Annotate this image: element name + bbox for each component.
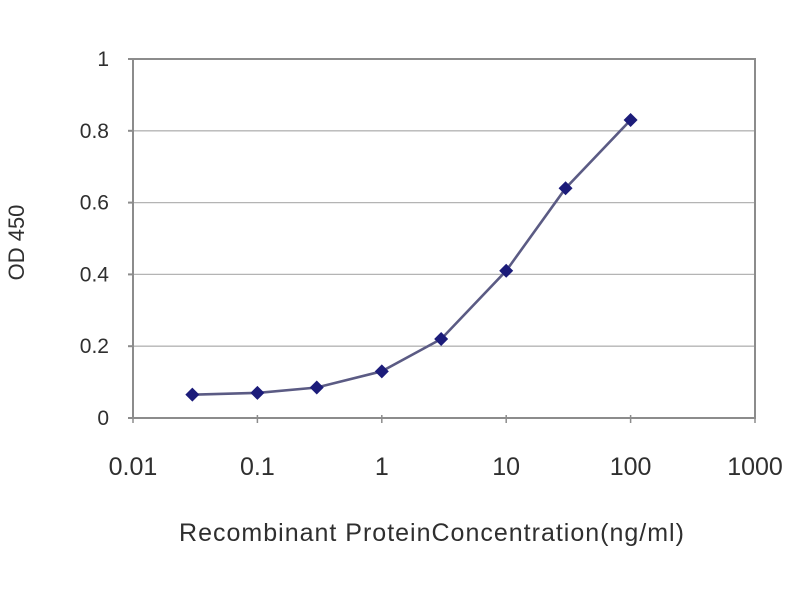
y-tick-label: 1 (97, 48, 109, 71)
y-tick-label: 0.6 (80, 192, 109, 215)
x-tick-label: 0.1 (240, 453, 275, 481)
y-tick-label: 0.8 (80, 120, 109, 143)
x-tick-label: 10 (492, 453, 520, 481)
data-point-markers (185, 113, 638, 402)
y-tick-label: 0.2 (80, 335, 109, 358)
x-axis-tick-labels: 0.01 0.1 1 10 100 1000 (109, 453, 783, 481)
x-tick-label: 1 (375, 453, 389, 481)
y-axis-title: OD 450 (4, 205, 29, 281)
data-point-marker (250, 385, 265, 400)
x-tick-label: 100 (610, 453, 652, 481)
data-point-marker (558, 181, 573, 196)
data-point-marker (623, 113, 638, 128)
x-tick-label: 0.01 (109, 453, 158, 481)
plot-border (132, 58, 756, 419)
data-line (192, 119, 632, 396)
x-axis-title: Recombinant ProteinConcentration(ng/ml) (179, 519, 685, 547)
y-tick-label: 0.4 (80, 263, 110, 286)
y-tick-label: 0 (97, 407, 109, 430)
y-axis-tick-labels: 0 0.2 0.4 0.6 0.8 1 (80, 48, 110, 430)
data-point-marker (309, 380, 324, 395)
x-tick-label: 1000 (727, 453, 783, 481)
data-point-marker (434, 332, 449, 347)
data-point-marker (185, 387, 200, 402)
gridlines (133, 58, 755, 347)
data-point-marker (499, 263, 514, 278)
data-point-marker (374, 364, 389, 379)
